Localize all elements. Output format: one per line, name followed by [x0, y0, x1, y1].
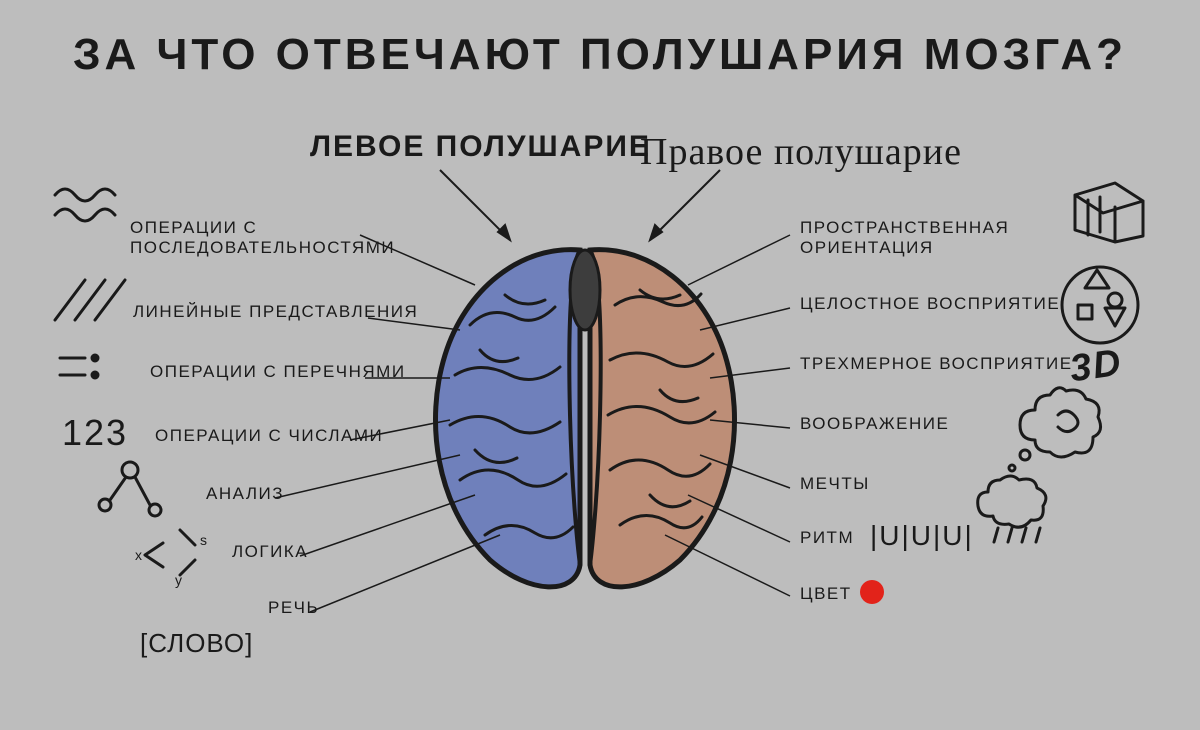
left-item-1: ЛИНЕЙНЫЕ ПРЕДСТАВЛЕНИЯ: [133, 302, 418, 322]
left-item-6: РЕЧЬ: [268, 598, 319, 618]
left-item-5: ЛОГИКА: [232, 542, 308, 562]
right-item-4: МЕЧТЫ: [800, 474, 870, 494]
color-dot-icon: [860, 580, 884, 604]
svg-text:s: s: [200, 532, 207, 548]
svg-text:y: y: [175, 572, 182, 588]
right-item-2: ТРЕХМЕРНОЕ ВОСПРИЯТИЕ: [800, 354, 1073, 374]
right-item-3: ВООБРАЖЕНИЕ: [800, 414, 949, 434]
left-item-4: АНАЛИЗ: [206, 484, 284, 504]
left-item-3: ОПЕРАЦИИ С ЧИСЛАМИ: [155, 426, 383, 446]
numbers-icon: 123: [62, 412, 128, 454]
left-item-0: ОПЕРАЦИИ С ПОСЛЕДОВАТЕЛЬНОСТЯМИ: [130, 218, 395, 257]
three-d-icon: 3D: [1067, 342, 1125, 392]
rhythm-icon: |U|U|U|: [870, 520, 974, 552]
right-item-0: ПРОСТРАНСТВЕННАЯ ОРИЕНТАЦИЯ: [800, 218, 1009, 257]
word-icon: [СЛОВО]: [140, 628, 253, 659]
svg-text:x: x: [135, 547, 142, 563]
right-item-1: ЦЕЛОСТНОЕ ВОСПРИЯТИЕ: [800, 294, 1060, 314]
right-item-6: ЦВЕТ: [800, 584, 852, 604]
left-item-2: ОПЕРАЦИИ С ПЕРЕЧНЯМИ: [150, 362, 406, 382]
right-item-5: РИТМ: [800, 528, 854, 548]
